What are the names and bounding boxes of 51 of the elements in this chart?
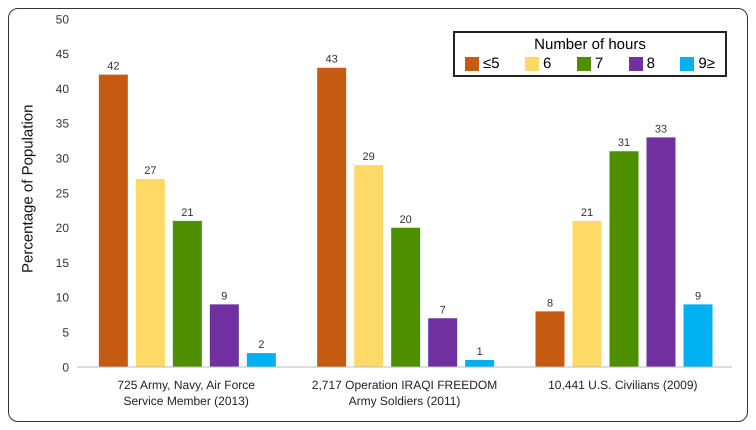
data-label: 7 [440, 304, 446, 316]
bar [610, 151, 638, 367]
bar [98, 74, 128, 367]
data-label: 43 [326, 54, 338, 66]
data-label: 9 [221, 290, 228, 302]
x-tick-label: 2,717 Operation IRAQI FREEDOM Army Soldiers (2011) [312, 378, 498, 408]
legend-label: 6 [542, 55, 552, 72]
bar [646, 137, 676, 367]
bar [354, 165, 384, 367]
x-tick-label: 725 Army, Navy, Air Force Service Member (2013) [117, 378, 256, 408]
data-label: 42 [107, 60, 120, 73]
data-label: 2 [258, 339, 264, 352]
data-label: 33 [654, 123, 668, 136]
bar [684, 304, 712, 367]
data-label: 9 [694, 290, 702, 302]
legend-label: 7 [594, 55, 604, 72]
bar [317, 68, 346, 367]
data-label: 1 [476, 346, 483, 358]
y-tick-label: 30 [56, 151, 70, 166]
bar [428, 318, 458, 367]
legend-label: 8 [646, 55, 655, 72]
bar [391, 228, 420, 367]
bar [210, 304, 239, 367]
y-tick-label: 50 [56, 12, 70, 26]
data-label: 27 [144, 165, 156, 178]
legend-label: ≤5 [482, 55, 500, 72]
data-label: 21 [181, 206, 194, 219]
legend-label: 9≥ [697, 55, 715, 72]
y-tick-label: 10 [56, 290, 70, 305]
x-tick-label: 10,441 U.S. Civilians (2009) [548, 378, 698, 392]
bar [572, 220, 602, 367]
y-tick-label: 0 [62, 360, 70, 374]
y-tick-label: 25 [56, 186, 70, 200]
bar [172, 220, 202, 367]
legend-title: Number of hours [533, 36, 647, 53]
y-tick-label: 5 [62, 325, 70, 340]
y-axis-title: Percentage of Population [19, 104, 36, 273]
bar [246, 353, 276, 367]
data-label: 8 [546, 297, 554, 310]
bar [136, 179, 165, 367]
bar [536, 311, 564, 367]
data-label: 20 [400, 214, 412, 226]
y-tick-label: 45 [56, 47, 70, 62]
y-tick-label: 35 [56, 116, 70, 131]
data-label: 21 [580, 206, 594, 219]
data-label: 29 [362, 151, 375, 164]
y-tick-label: 20 [56, 221, 70, 236]
data-label: 31 [618, 137, 630, 150]
y-tick-label: 40 [56, 82, 70, 96]
y-tick-label: 15 [56, 256, 70, 270]
bar [465, 360, 494, 367]
